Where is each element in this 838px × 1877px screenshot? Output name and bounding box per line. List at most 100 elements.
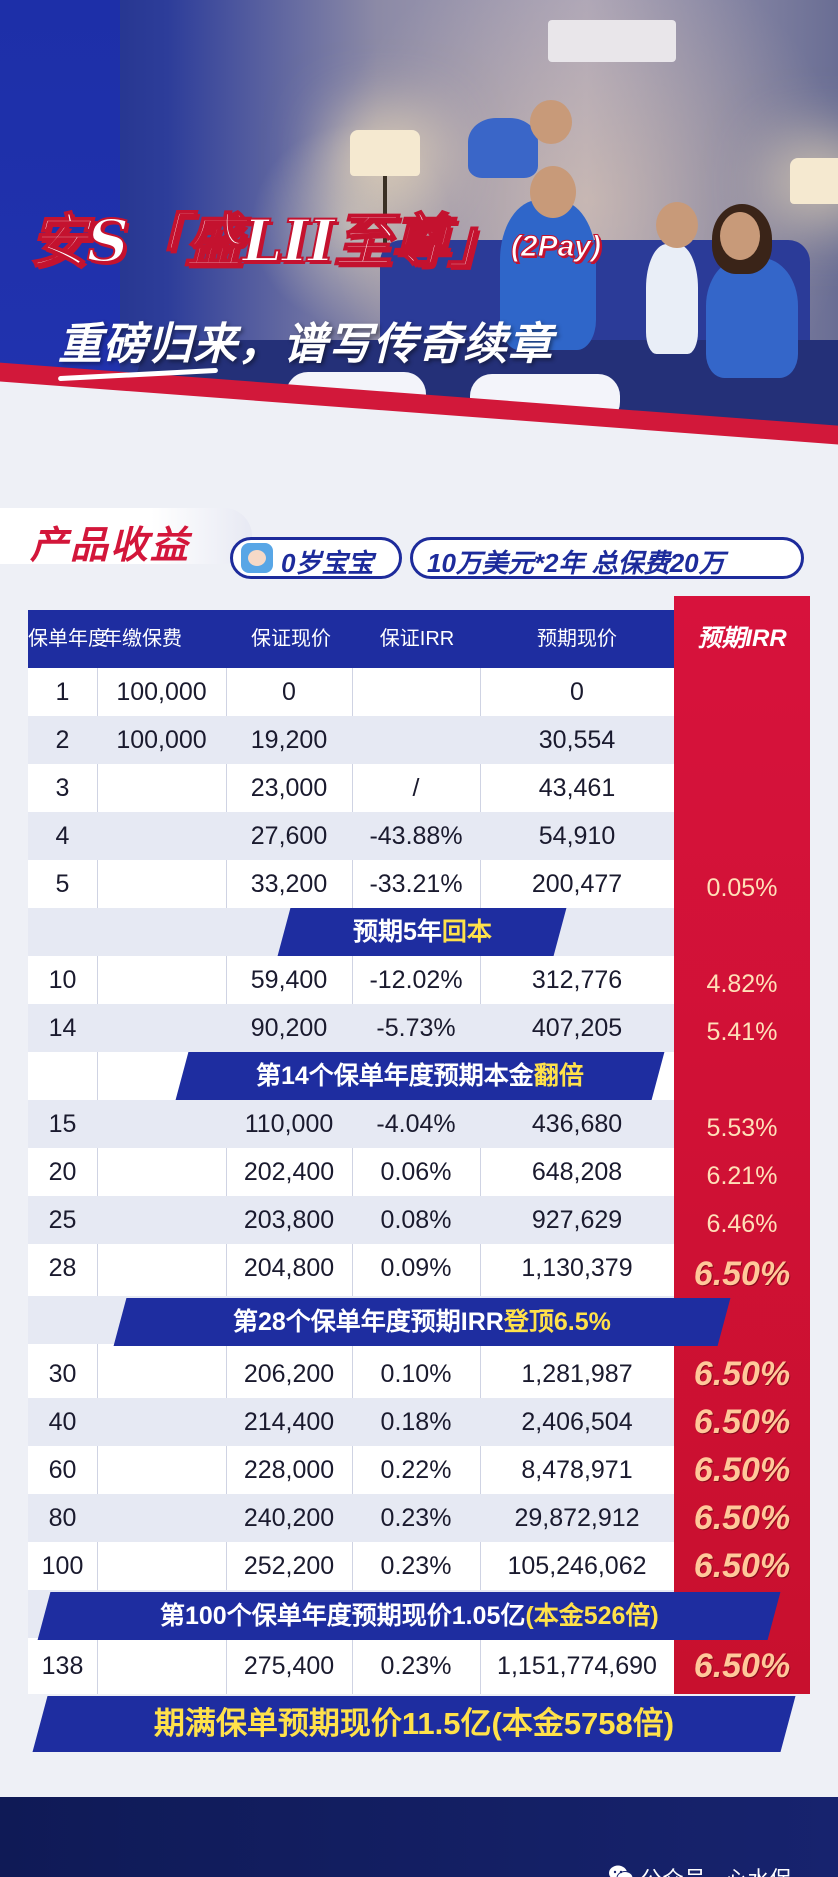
cell-expected-cv: 105,246,062 (507, 1552, 647, 1580)
cell-year: 5 (55, 870, 70, 898)
table-row: 4 27,600 -43.88% 54,910 (28, 812, 674, 860)
column-divider (97, 668, 98, 1694)
cell-guaranteed-irr: 0.22% (380, 1456, 452, 1484)
cell-guaranteed-irr: -4.04% (376, 1110, 456, 1138)
banner-payback-text: 预期5年 (352, 918, 442, 946)
plan-badge: 10万美元*2年 总保费20万 (410, 537, 804, 579)
cell-guaranteed-cv: 206,200 (243, 1360, 335, 1388)
table-row: 80 240,200 0.23% 29,872,912 (28, 1494, 674, 1542)
cell-guaranteed-cv: 275,400 (243, 1652, 335, 1680)
table-row: 3 23,000 / 43,461 (28, 764, 674, 812)
column-divider (352, 668, 353, 1694)
cell-expected-irr: 6.50% (693, 1403, 791, 1441)
cell-year: 2 (55, 726, 70, 754)
header-expected-cv: 预期现价 (537, 628, 617, 650)
cell-expected-cv: 2,406,504 (521, 1408, 633, 1436)
cell-year: 100 (41, 1552, 84, 1580)
cell-guaranteed-irr: 0.23% (380, 1652, 452, 1680)
cell-expected-cv: 407,205 (531, 1014, 623, 1042)
cell-guaranteed-cv: 23,000 (250, 774, 328, 802)
cell-expected-cv: 312,776 (531, 966, 623, 994)
banner-irr-peak-highlight: 登顶6.5% (503, 1308, 611, 1336)
table-row: 5 33,200 -33.21% 200,477 (28, 860, 674, 908)
cell-guaranteed-cv: 228,000 (243, 1456, 335, 1484)
child-figure (646, 244, 698, 354)
cell-year: 14 (48, 1014, 77, 1042)
cell-year: 20 (48, 1158, 77, 1186)
cell-expected-cv: 648,208 (531, 1158, 623, 1186)
cell-guaranteed-cv: 110,000 (244, 1110, 334, 1138)
cell-expected-irr: 0.05% (706, 874, 778, 902)
banner-irr-peak: 第28个保单年度预期IRR登顶6.5% (113, 1298, 731, 1346)
footer-bar (0, 1797, 838, 1877)
cell-expected-cv: 54,910 (538, 822, 616, 850)
header-year: 保单年度 (28, 628, 108, 650)
air-conditioner-graphic (548, 20, 676, 62)
cell-year: 80 (48, 1504, 77, 1532)
table-row: 15 110,000 -4.04% 436,680 (28, 1100, 674, 1148)
banner-100-years-text: 第100个保单年度预期现价1.05亿 (159, 1602, 525, 1630)
table-row: 14 90,200 -5.73% 407,205 (28, 1004, 674, 1052)
cell-year: 1 (55, 678, 70, 706)
cell-guaranteed-irr: -12.02% (369, 966, 463, 994)
cell-expected-cv: 29,872,912 (514, 1504, 640, 1532)
table-row: 138 275,400 0.23% 1,151,774,690 (28, 1642, 674, 1690)
cell-guaranteed-cv: 252,200 (243, 1552, 335, 1580)
cell-premium: 100,000 (116, 678, 207, 706)
cell-guaranteed-cv: 0 (282, 678, 296, 706)
cell-expected-irr: 6.50% (693, 1355, 791, 1393)
cell-expected-cv: 30,554 (538, 726, 616, 754)
cell-year: 60 (48, 1456, 77, 1484)
table-row: 40 214,400 0.18% 2,406,504 (28, 1398, 674, 1446)
cell-guaranteed-cv: 203,800 (243, 1206, 335, 1234)
cell-guaranteed-irr: 0.08% (380, 1206, 452, 1234)
cell-expected-cv: 436,680 (531, 1110, 623, 1138)
section-tag: 产品收益 (0, 508, 252, 567)
plan-badge-text: 10万美元*2年 总保费20万 (427, 548, 725, 578)
cell-expected-irr: 6.50% (693, 1451, 791, 1489)
age-badge: 0岁宝宝 (230, 537, 402, 579)
cell-expected-irr: 5.53% (706, 1114, 778, 1142)
cell-expected-irr: 6.46% (706, 1210, 778, 1238)
cell-guaranteed-irr: 0.06% (380, 1158, 452, 1186)
cell-guaranteed-cv: 240,200 (243, 1504, 335, 1532)
cell-expected-irr: 6.50% (693, 1255, 791, 1293)
final-banner-text: 期满保单预期现价11.5亿(本金5758倍) (153, 1706, 675, 1741)
cell-expected-irr: 6.21% (706, 1162, 778, 1190)
lamp-pole-graphic (383, 176, 387, 246)
cell-year: 10 (48, 966, 77, 994)
cell-guaranteed-irr: 0.23% (380, 1552, 452, 1580)
cell-guaranteed-irr (352, 668, 480, 716)
cell-guaranteed-irr: -43.88% (369, 822, 463, 850)
lamp-graphic-right (790, 158, 838, 204)
father-figure (500, 200, 596, 350)
expected-irr-column-bg (674, 596, 810, 1694)
cell-year: 25 (48, 1206, 77, 1234)
product-title-text: 安S「盛LII至尊」 (29, 206, 507, 276)
cell-expected-irr: 6.50% (693, 1499, 791, 1537)
table-row: 30 206,200 0.10% 1,281,987 (28, 1350, 674, 1398)
cell-guaranteed-cv: 27,600 (250, 822, 328, 850)
cell-year: 15 (48, 1110, 77, 1138)
cell-guaranteed-cv: 33,200 (250, 870, 328, 898)
cell-year: 28 (48, 1254, 77, 1282)
banner-double: 第14个保单年度预期本金翻倍 (175, 1052, 665, 1100)
header-guaranteed-cv: 保证现价 (251, 628, 331, 650)
cell-guaranteed-irr: -33.21% (369, 870, 463, 898)
mother-figure (706, 258, 798, 378)
cell-premium: 100,000 (116, 726, 207, 754)
banner-100-years: 第100个保单年度预期现价1.05亿(本金526倍) (37, 1592, 781, 1640)
banner-irr-peak-text: 第28个保单年度预期IRR (233, 1308, 504, 1336)
column-divider (480, 668, 481, 1694)
lamp-graphic (350, 130, 420, 176)
wechat-icon (609, 1865, 634, 1877)
header-guaranteed-irr: 保证IRR (379, 628, 455, 650)
cell-guaranteed-irr: 0.18% (380, 1408, 452, 1436)
hero-banner: 安S「盛LII至尊」 (2Pay) 重磅归来，谱写传奇续章 (0, 0, 838, 500)
cell-expected-cv: 8,478,971 (521, 1456, 633, 1484)
table-row: 25 203,800 0.08% 927,629 (28, 1196, 674, 1244)
cell-expected-cv: 1,151,774,690 (497, 1652, 657, 1680)
cell-expected-irr: 6.50% (693, 1547, 791, 1585)
toddler-figure (468, 118, 538, 178)
cell-year: 30 (48, 1360, 77, 1388)
